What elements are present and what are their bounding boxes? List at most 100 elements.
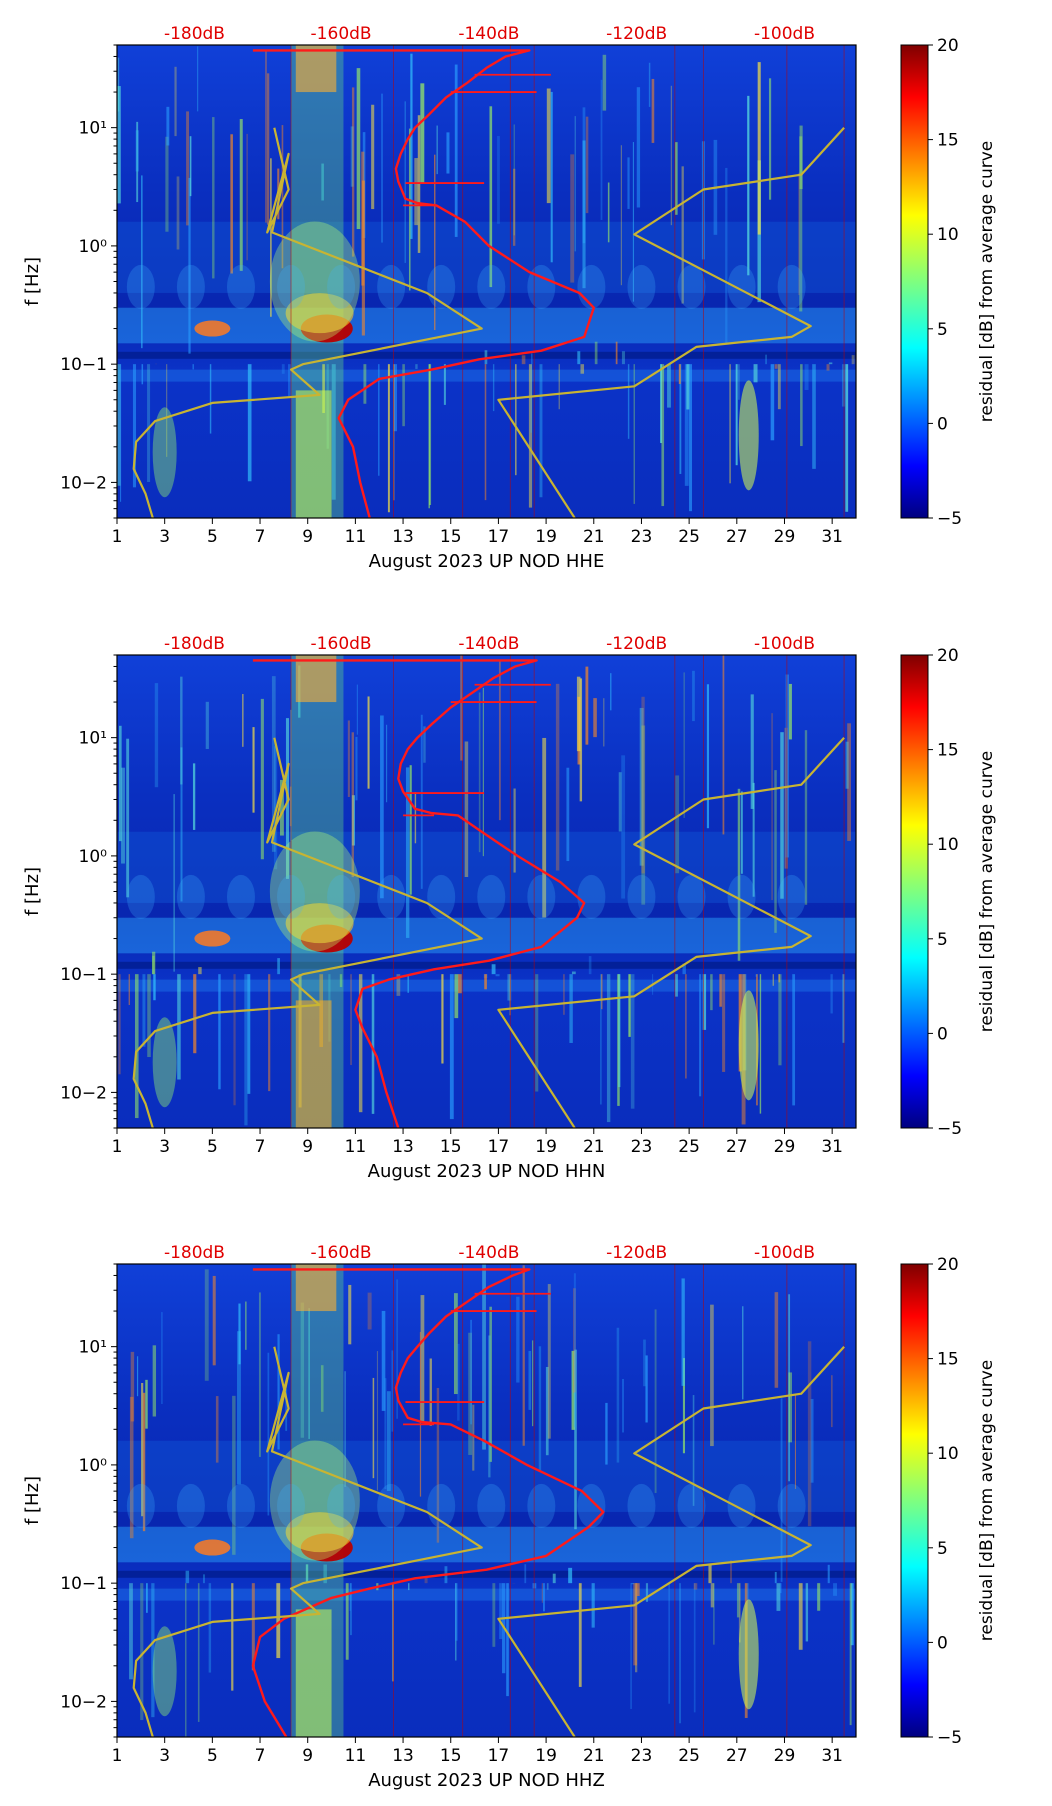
event-streak bbox=[130, 1351, 135, 1422]
event-streak bbox=[693, 1583, 698, 1590]
event-streak bbox=[349, 1583, 351, 1611]
event-streak bbox=[119, 725, 122, 842]
event-streak bbox=[414, 158, 419, 226]
event-streak bbox=[348, 1284, 352, 1345]
event-streak bbox=[184, 1583, 187, 1737]
persistent-column-low bbox=[295, 1609, 332, 1737]
top-db-label: -120dB bbox=[606, 24, 667, 44]
event-streak bbox=[117, 86, 121, 204]
energy-blob bbox=[285, 903, 354, 944]
persistent-column-high bbox=[295, 655, 337, 703]
event-streak bbox=[692, 670, 695, 722]
x-tick-label: 31 bbox=[821, 527, 843, 547]
event-streak bbox=[618, 974, 621, 1088]
x-tick-label: 17 bbox=[488, 527, 510, 547]
event-streak bbox=[371, 974, 375, 1114]
event-streak bbox=[482, 687, 484, 857]
event-streak bbox=[670, 85, 673, 226]
x-tick-label: 1 bbox=[112, 1746, 123, 1766]
event-streak bbox=[660, 364, 663, 444]
event-streak bbox=[458, 974, 462, 994]
event-streak bbox=[648, 62, 651, 107]
event-streak bbox=[735, 364, 738, 466]
event-streak bbox=[661, 364, 665, 507]
event-streak bbox=[636, 87, 641, 208]
top-db-label: -180dB bbox=[164, 24, 225, 44]
event-streak bbox=[610, 673, 612, 711]
colorbar-tick-label: 10 bbox=[937, 225, 959, 245]
event-streak bbox=[245, 1301, 247, 1350]
event-streak bbox=[845, 741, 849, 789]
event-streak bbox=[492, 1583, 496, 1647]
top-db-label: -180dB bbox=[164, 1243, 225, 1263]
dark-band bbox=[117, 1570, 856, 1578]
event-streak bbox=[351, 87, 355, 257]
event-streak bbox=[563, 974, 565, 1015]
event-streak bbox=[702, 974, 707, 1030]
event-streak bbox=[607, 182, 610, 243]
x-tick-label: 11 bbox=[345, 1137, 367, 1157]
event-streak bbox=[585, 666, 589, 745]
event-streak bbox=[573, 1273, 576, 1428]
y-tick-label: 10¹ bbox=[79, 119, 107, 139]
colorbar-tick-label: 20 bbox=[937, 1255, 959, 1275]
heatmap-area bbox=[117, 1264, 856, 1737]
event-streak bbox=[683, 672, 685, 818]
event-streak bbox=[344, 1371, 346, 1487]
event-streak bbox=[356, 684, 358, 735]
event-streak bbox=[710, 1583, 714, 1608]
event-streak bbox=[630, 974, 635, 1109]
energy-blob bbox=[738, 990, 759, 1101]
event-streak bbox=[566, 767, 570, 862]
event-streak bbox=[684, 364, 689, 486]
event-streak bbox=[414, 792, 417, 844]
event-streak bbox=[804, 364, 809, 390]
colorbar: 20 15 10 5 0 −5 residual [dB] from average cur… bbox=[900, 1255, 997, 1748]
event-streak bbox=[404, 101, 406, 263]
event-streak bbox=[633, 364, 635, 504]
event-streak bbox=[578, 1583, 582, 1687]
event-streak bbox=[593, 698, 597, 738]
event-streak bbox=[372, 1377, 375, 1479]
event-streak bbox=[774, 1571, 777, 1584]
event-streak bbox=[180, 676, 183, 785]
event-streak bbox=[768, 78, 772, 200]
x-axis-label: August 2023 UP NOD HHZ bbox=[368, 1770, 605, 1791]
event-streak bbox=[230, 134, 233, 274]
top-db-label: -140dB bbox=[458, 634, 519, 654]
energy-patch bbox=[327, 874, 356, 919]
event-streak bbox=[212, 117, 215, 279]
event-streak bbox=[631, 1583, 635, 1585]
event-streak bbox=[594, 341, 598, 365]
noise-model-curve bbox=[497, 736, 845, 1128]
event-streak bbox=[320, 1365, 324, 1412]
event-streak bbox=[778, 974, 782, 1066]
persistent-column-low bbox=[295, 390, 332, 518]
energy-patch bbox=[777, 874, 806, 919]
event-streak bbox=[489, 106, 493, 288]
event-streak bbox=[472, 1404, 475, 1471]
event-streak bbox=[719, 974, 722, 1007]
event-streak bbox=[449, 974, 454, 1120]
event-streak bbox=[804, 730, 808, 905]
event-streak bbox=[279, 779, 284, 836]
event-streak bbox=[627, 157, 630, 209]
event-streak bbox=[788, 683, 792, 740]
event-streak bbox=[351, 732, 354, 878]
event-streak bbox=[770, 364, 775, 441]
event-streak bbox=[582, 140, 586, 289]
event-streak bbox=[812, 364, 816, 469]
top-db-label: -100dB bbox=[754, 1243, 815, 1263]
event-streak bbox=[639, 707, 644, 866]
event-streak bbox=[186, 111, 189, 226]
x-tick-label: 23 bbox=[631, 527, 653, 547]
event-streak bbox=[580, 364, 585, 374]
energy-blob bbox=[269, 221, 360, 342]
y-tick-label: 10−2 bbox=[60, 1692, 107, 1712]
event-streak bbox=[582, 107, 586, 244]
event-streak bbox=[675, 974, 678, 997]
x-tick-label: 31 bbox=[821, 1137, 843, 1157]
event-streak bbox=[380, 715, 384, 899]
event-streak bbox=[682, 1358, 686, 1454]
